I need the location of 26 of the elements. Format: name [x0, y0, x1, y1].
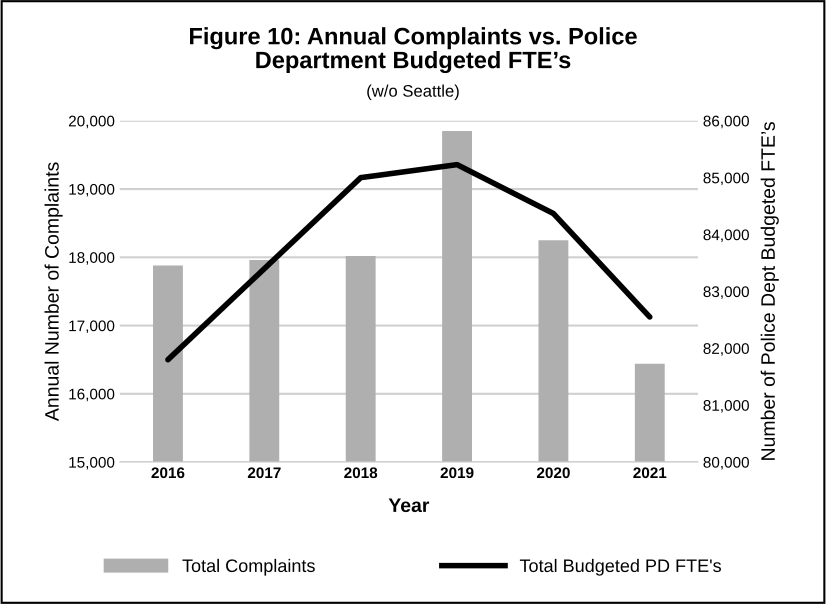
y-tick-label: 16,000 — [69, 388, 114, 402]
x-tick-label: 2018 — [344, 467, 378, 478]
y2-tick-label: 80,000 — [703, 456, 749, 470]
x-tick-label: 2020 — [536, 467, 570, 478]
y2-tick-label: 86,000 — [703, 116, 749, 128]
y-tick-label: 17,000 — [69, 320, 114, 334]
y-tick-label: 20,000 — [68, 116, 114, 128]
x-tick-label: 2017 — [248, 467, 281, 478]
y2-tick-label: 82,000 — [703, 343, 749, 356]
y-tick-label: 15,000 — [69, 456, 114, 470]
y-axis-title: Annual Number of Complaints — [44, 162, 63, 422]
y-tick-label: 18,000 — [69, 252, 114, 265]
y2-tick-label: 84,000 — [703, 229, 749, 242]
x-axis-title: Year — [388, 498, 430, 512]
legend-label: Total Budgeted PD FTE's — [520, 558, 721, 576]
x-tick-label: 2016 — [151, 467, 184, 478]
y-tick-label: 19,000 — [69, 184, 114, 197]
legend-label: Total Complaints — [182, 558, 315, 576]
y2-axis-title: Number of Police Dept Budgeted FTE’s — [760, 122, 779, 460]
y2-tick-label: 85,000 — [703, 172, 749, 186]
x-tick-label: 2019 — [440, 467, 474, 478]
y2-tick-label: 83,000 — [703, 286, 749, 299]
x-tick-label: 2021 — [633, 467, 666, 478]
chart-title: Figure 10: Annual Complaints vs. Police Department Budgeted FTE’s — [190, 27, 637, 74]
chart-subtitle: (w/o Seattle) — [367, 84, 459, 100]
y2-tick-label: 81,000 — [703, 400, 749, 413]
